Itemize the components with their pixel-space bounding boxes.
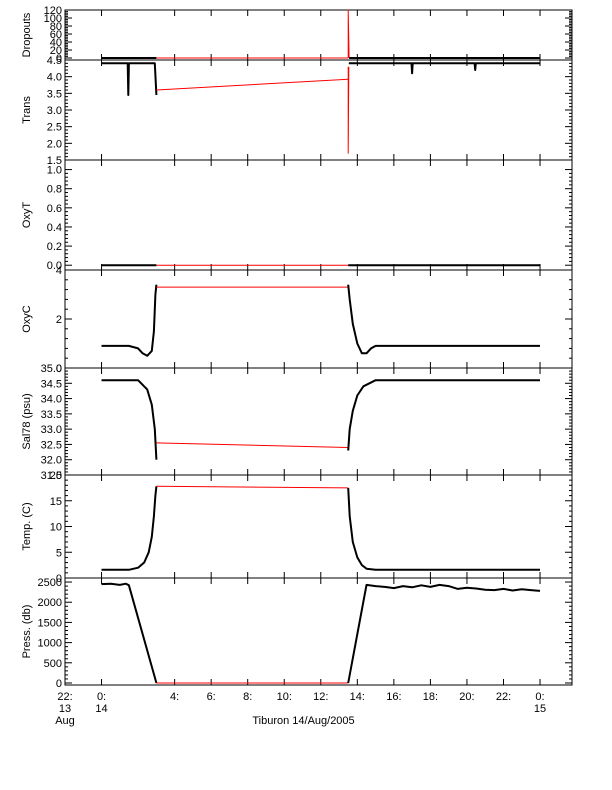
xtick-label: 14: [350,691,365,703]
series-press-db-data-2 [347,583,541,684]
ytick-label-temp-c: 10 [50,522,62,534]
ytick-label-dropouts: 100 [44,13,62,25]
ytick-label-press-db: 1000 [38,638,62,650]
ylabel-temp-c: Temp. (C) [21,502,33,550]
ylabel-dropouts: Dropouts [21,12,33,57]
ytick-label-dropouts: 20 [50,45,62,57]
series-dropouts-gap-2 [347,9,350,59]
ylabel-press-db: Press. (db) [21,605,33,659]
series-trans-gap-1 [156,78,349,91]
ylabel-sal78-psu: Sal78 (psu) [21,393,33,449]
xtick-label: 0: [535,691,544,703]
xtick-label: 12: [313,691,328,703]
xtick-label: 0: [97,691,106,703]
ytick-label-trans: 4.0 [47,72,62,84]
panel-frame-trans [64,59,573,161]
series-sal78-psu-gap-1 [156,442,349,448]
ytick-label-sal78-psu: 34.0 [41,394,62,406]
xtick-label: 20: [459,691,474,703]
xtick-label: 8: [243,691,252,703]
ytick-label-trans: 3.5 [47,88,62,100]
ytick-label-temp-c: 20 [50,470,62,482]
panel-frame-temp-c [64,474,573,579]
panel-frame-oxyt [64,159,573,271]
xtick-label: 18: [423,691,438,703]
ytick-label-oxyc: 4 [56,265,62,277]
ytick-label-sal78-psu: 34.5 [41,378,62,390]
ytick-label-oxyt: 0.8 [47,184,62,196]
ytick-label-sal78-psu: 32.0 [41,455,62,467]
series-trans-data-0 [101,62,158,96]
ytick-label-sal78-psu: 35.0 [41,363,62,375]
ytick-label-sal78-psu: 33.0 [41,424,62,436]
ytick-label-oxyc: 0 [56,363,62,375]
xtick-label: 6: [207,691,216,703]
ytick-label-oxyt: 0.4 [47,222,62,234]
series-temp-c-data-0 [101,486,158,571]
ytick-label-temp-c: 5 [56,547,62,559]
ytick-label-press-db: 2500 [38,577,62,589]
ytick-label-temp-c: 15 [50,496,62,508]
ytick-label-dropouts: 80 [50,21,62,33]
panel-frame-dropouts [64,9,573,61]
series-trans-gap-2 [347,66,350,154]
ytick-label-trans: 2.0 [47,138,62,150]
series-oxyc-data-2 [347,284,540,355]
series-press-db-data-0 [101,582,158,684]
ylabel-oxyt: OxyT [21,202,33,229]
ytick-label-press-db: 500 [44,658,62,670]
ytick-label-oxyt: 0.2 [47,241,62,253]
series-sal78-psu-data-0 [101,379,158,460]
xtick-label: 4: [170,691,179,703]
ytick-label-oxyt: 0.6 [47,203,62,215]
series-oxyc-data-0 [101,284,158,357]
xtick-label-day: 14 [95,703,107,715]
xtick-label-day: 13 [59,703,71,715]
ytick-label-trans: 4.5 [47,55,62,67]
ytick-label-sal78-psu: 33.5 [41,409,62,421]
ytick-label-sal78-psu: 32.5 [41,439,62,451]
ytick-label-dropouts: 60 [50,29,62,41]
ytick-label-trans: 3.0 [47,105,62,117]
ytick-label-oxyt: 0.0 [47,260,62,272]
series-temp-c-data-2 [347,487,540,571]
series-trans-data-3 [348,62,540,75]
series-sal78-psu-data-2 [347,379,540,451]
ytick-label-dropouts: 0 [56,53,62,65]
ytick-label-dropouts: 40 [50,37,62,49]
ytick-label-press-db: 0 [56,678,62,690]
ytick-label-sal78-psu: 31.5 [41,470,62,482]
ytick-label-oxyt: 1.0 [47,165,62,177]
panel-frame-press-db [64,577,573,686]
ytick-label-oxyc: 2 [56,314,62,326]
ytick-label-press-db: 1500 [38,617,62,629]
panel-frame-oxyc [64,269,573,369]
ytick-label-trans: 2.5 [47,122,62,134]
xtick-label: 16: [386,691,401,703]
xtick-label: 22: [57,691,72,703]
xtick-label: 10: [277,691,292,703]
ytick-label-press-db: 2000 [38,597,62,609]
ytick-label-dropouts: 120 [44,5,62,17]
xtick-label-day: 15 [534,703,546,715]
xtick-label: 22: [496,691,511,703]
ytick-label-trans: 1.5 [47,155,62,167]
x-axis-label: Tiburon 14/Aug/2005 [252,715,354,727]
ylabel-trans: Trans [21,96,33,124]
ylabel-oxyc: OxyC [21,305,33,333]
series-temp-c-gap-1 [156,485,349,489]
ytick-label-temp-c: 0 [56,573,62,585]
xtick-label-month: Aug [55,715,75,727]
